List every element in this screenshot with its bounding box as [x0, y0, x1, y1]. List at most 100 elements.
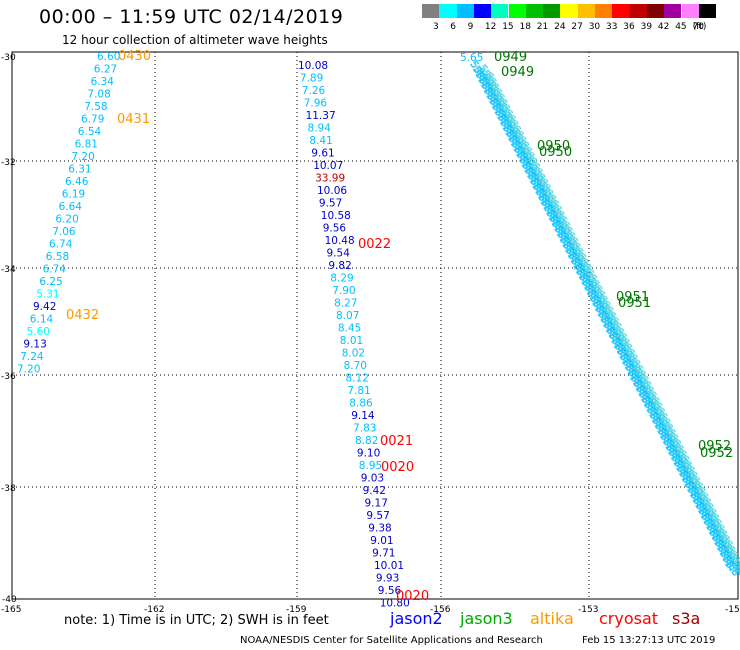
legend-tick-label: 70: [692, 22, 704, 32]
wave-height-value: 9.82: [328, 260, 351, 272]
wave-height-value: 8.82: [355, 435, 378, 447]
legend-altika: altika: [530, 609, 574, 628]
latitude-label: -30: [1, 53, 16, 63]
wave-height-value: 9.10: [357, 448, 380, 460]
legend-tick-label: 42: [657, 22, 670, 32]
wave-height-value: 6.74: [49, 239, 73, 251]
wave-height-value: 9.38: [368, 523, 391, 535]
wave-height-value: 8.70: [344, 360, 367, 372]
latitude-label: -32: [1, 158, 16, 168]
wave-height-value: 5.65: [460, 52, 483, 64]
wave-height-value: 10.06: [317, 185, 347, 197]
latitude-label: -38: [1, 484, 16, 494]
wave-height-value: 7.08: [87, 89, 110, 101]
pass-time-label: 0952: [700, 446, 733, 461]
legend-jason3: jason3: [460, 609, 513, 628]
legend-swatch: [422, 4, 440, 18]
legend-tick-label: 33: [606, 22, 618, 32]
latitude-label: -40: [2, 595, 17, 605]
pass-time-label: 0020: [381, 460, 414, 475]
map-frame: [11, 51, 739, 600]
wave-height-value: 9.42: [363, 485, 386, 497]
wave-height-value: 9.14: [351, 410, 375, 422]
longitude-label: -15: [725, 605, 740, 615]
wave-height-value: 8.29: [330, 273, 353, 285]
wave-height-value: 6.81: [75, 139, 98, 151]
wave-height-value: 10.01: [374, 560, 404, 572]
legend-s3a: s3a: [672, 609, 701, 628]
note-text: note: 1) Time is in UTC; 2) SWH is in fe…: [64, 613, 329, 628]
wave-height-value: 6.27: [94, 64, 117, 76]
wave-height-value: 8.45: [338, 323, 361, 335]
wave-height-value: 7.24: [20, 351, 44, 363]
wave-height-value: 6.46: [65, 176, 89, 188]
legend-tick-label: 12: [484, 22, 497, 32]
legend-tick-label: 39: [640, 22, 653, 32]
wave-height-value: 6.60: [97, 51, 120, 63]
pass-time-label: 0430: [118, 49, 151, 64]
legend-swatch: [664, 4, 682, 18]
wave-height-value: 6.79: [81, 114, 104, 126]
pass-time-label: 0951: [618, 296, 651, 311]
wave-height-value: 7.96: [304, 98, 328, 110]
legend-swatch: [560, 4, 578, 18]
wave-height-value: 7.89: [300, 73, 323, 85]
wave-height-value: 7.83: [353, 423, 376, 435]
pass-time-label: 0950: [539, 145, 572, 160]
wave-height-value: 6.58: [46, 251, 69, 263]
legend-tick-label: 18: [519, 22, 531, 32]
longitude-label: -153: [578, 605, 598, 615]
wave-height-value: 7.58: [84, 101, 107, 113]
wave-height-value: 8.07: [336, 310, 359, 322]
wave-height-value: 5.31: [36, 289, 59, 301]
wave-height-value: 6.19: [62, 189, 85, 201]
pass-time-label: 0021: [380, 434, 413, 449]
longitude-label: -156: [430, 605, 451, 615]
wave-height-value-dense: 5.6: [729, 558, 740, 577]
wave-height-value: 6.34: [91, 76, 115, 88]
wave-height-value: 6.74: [43, 264, 67, 276]
legend-swatch: [508, 4, 526, 18]
map-subtitle: 12 hour collection of altimeter wave hei…: [62, 33, 328, 47]
pass-time-label: 0022: [358, 237, 391, 252]
legend-swatch: [681, 4, 699, 18]
wave-height-value: 9.01: [370, 535, 393, 547]
wave-height-value: 8.94: [308, 123, 332, 135]
legend-tick-label: 27: [571, 22, 583, 32]
wave-height-value: 9.71: [372, 548, 395, 560]
wave-height-value: 6.64: [59, 201, 83, 213]
wave-height-value: 9.03: [361, 473, 384, 485]
legend-swatch: [491, 4, 509, 18]
longitude-label: -159: [286, 605, 307, 615]
longitude-label: -162: [144, 605, 164, 615]
wave-height-value: 9.61: [311, 148, 334, 160]
wave-height-value: 9.13: [23, 339, 46, 351]
credit-text: NOAA/NESDIS Center for Satellite Applica…: [240, 635, 543, 646]
wave-height-value: 8.95: [359, 460, 382, 472]
latitude-label: -34: [1, 265, 16, 275]
wave-height-value: 8.02: [342, 348, 365, 360]
wave-height-value: 9.42: [33, 301, 56, 313]
legend-jason2: jason2: [390, 609, 443, 628]
wave-height-value: 6.54: [78, 126, 102, 138]
legend-swatch: [439, 4, 457, 18]
legend-tick-label: 24: [554, 22, 566, 32]
longitude-label: -165: [1, 605, 21, 615]
wave-height-value: 8.41: [309, 135, 332, 147]
legend-cryosat: cryosat: [599, 609, 659, 628]
legend-tick-label: 6: [450, 22, 457, 32]
legend-tick-label: 3: [433, 22, 439, 32]
wave-height-value-dense: 5.6: [732, 563, 740, 582]
wave-height-value: 7.20: [71, 151, 94, 163]
wave-height-value: 9.57: [319, 198, 342, 210]
wave-height-value: 10.07: [313, 160, 343, 172]
wave-height-value: 7.81: [347, 385, 370, 397]
wave-height-value: 33.99: [315, 173, 345, 185]
pass-time-label: 0431: [117, 112, 150, 127]
wave-height-value: 9.17: [365, 498, 388, 510]
wave-height-value: 10.58: [321, 210, 351, 222]
pass-time-label: 0951: [616, 290, 649, 305]
legend-tick-label: 45: [675, 22, 687, 32]
wave-height-value: 9.57: [366, 510, 389, 522]
pass-time-label: 0952: [698, 439, 731, 454]
